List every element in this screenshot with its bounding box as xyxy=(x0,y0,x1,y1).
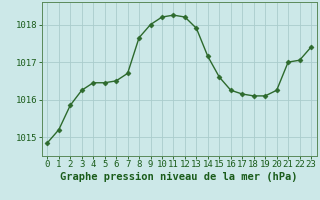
X-axis label: Graphe pression niveau de la mer (hPa): Graphe pression niveau de la mer (hPa) xyxy=(60,172,298,182)
